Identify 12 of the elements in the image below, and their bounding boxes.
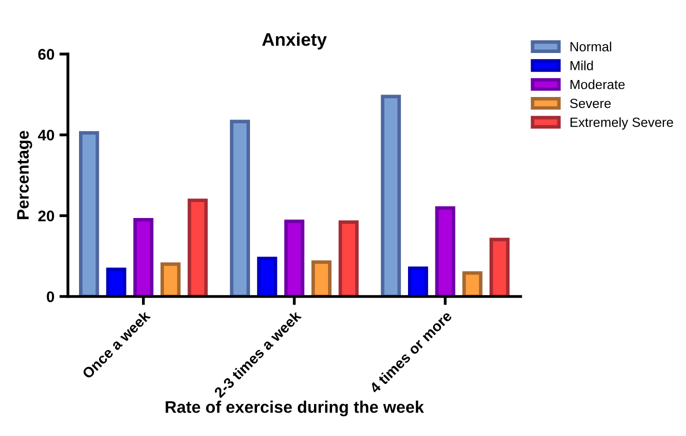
y-tick-label: 0 — [46, 291, 54, 302]
chart-title: Anxiety — [262, 32, 327, 50]
legend-label: Normal — [570, 42, 612, 52]
legend-label: Mild — [570, 60, 593, 70]
legend-label: Severe — [570, 98, 611, 108]
y-tick-label: 20 — [38, 210, 54, 222]
y-tick-label: 40 — [38, 130, 54, 141]
y-axis-title: Percentage — [17, 130, 32, 220]
x-axis-title: Rate of exercise during the week — [166, 400, 424, 416]
y-tick-label: 60 — [38, 48, 54, 60]
legend-label: Moderate — [570, 79, 625, 90]
legend-label: Extremely Severe — [570, 117, 674, 130]
